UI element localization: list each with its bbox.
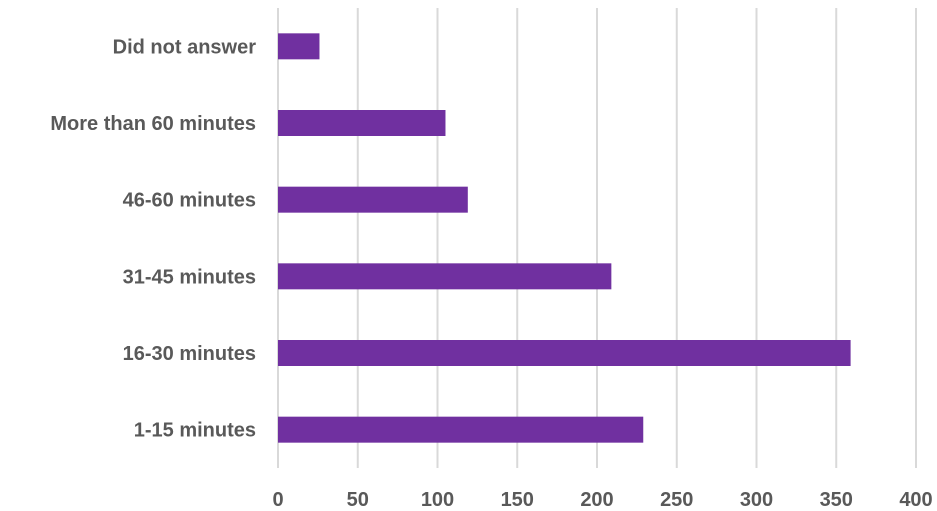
x-tick-label: 100 [421, 489, 454, 511]
x-tick-label: 50 [347, 489, 369, 511]
bar [278, 186, 468, 213]
x-tick-label: 0 [272, 489, 283, 511]
category-label: 31-45 minutes [123, 266, 256, 288]
category-label: 16-30 minutes [123, 343, 256, 365]
bar [278, 110, 446, 136]
category-label: More than 60 minutes [50, 113, 256, 135]
category-label: 1-15 minutes [134, 420, 256, 442]
x-tick-label: 150 [501, 489, 534, 511]
x-tick-label: 300 [740, 489, 773, 511]
gridlines [277, 8, 917, 468]
category-label: Did not answer [113, 36, 257, 58]
bars [278, 33, 851, 443]
bar [278, 416, 644, 443]
bar [278, 340, 851, 366]
x-axis-tick-labels: 0 50 100 150 200 250 300 350 400 [272, 489, 932, 511]
bar [278, 263, 612, 290]
x-tick-label: 250 [660, 489, 693, 511]
bar [278, 33, 320, 60]
category-label: 46-60 minutes [123, 190, 256, 212]
x-tick-label: 200 [580, 489, 613, 511]
x-tick-label: 400 [899, 489, 932, 511]
x-tick-label: 350 [820, 489, 853, 511]
category-labels: Did not answer More than 60 minutes 46-60 … [50, 36, 256, 441]
